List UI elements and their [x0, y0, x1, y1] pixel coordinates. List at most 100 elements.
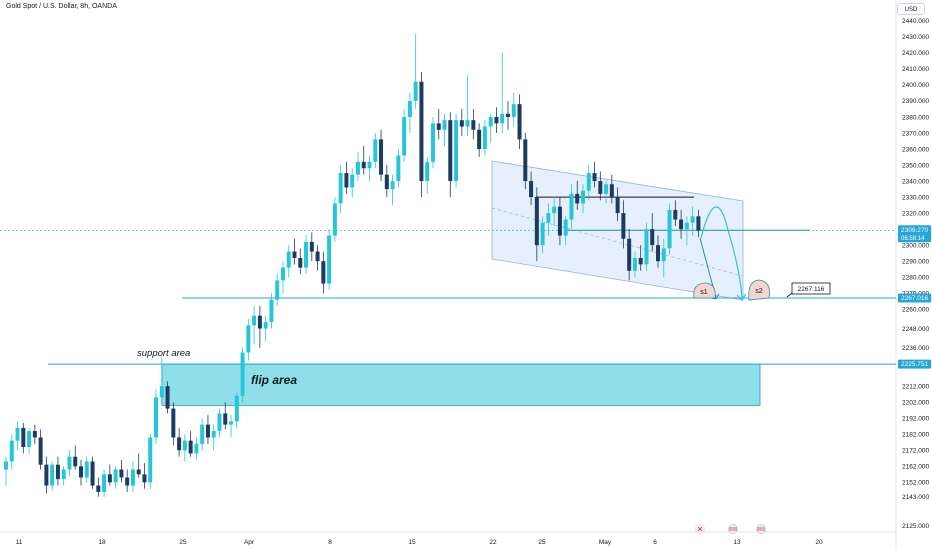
candle	[234, 392, 239, 428]
price-axis-labels: 2309.270 06:58:14 2267.016 2225.751	[898, 225, 931, 369]
candle	[500, 52, 505, 133]
price-tick-label: 2260.000	[902, 307, 929, 314]
candle-body	[430, 123, 435, 162]
candle-body	[304, 241, 309, 268]
candle-body	[505, 113, 510, 117]
candle-body	[234, 395, 239, 422]
candle	[9, 434, 14, 470]
candle-body	[292, 251, 297, 258]
candle-body	[546, 213, 551, 223]
price-tick-label: 2125.000	[902, 523, 929, 530]
candle-body	[650, 229, 655, 246]
candle	[200, 418, 205, 451]
price-tick-label: 2248.000	[902, 326, 929, 333]
candle	[430, 116, 435, 169]
candle	[471, 108, 476, 140]
candle-body	[84, 461, 89, 478]
candle	[90, 456, 95, 489]
candle	[505, 100, 510, 130]
candle	[21, 423, 26, 454]
price-tick-label: 2172.000	[902, 448, 929, 455]
time-tick-label: 8	[328, 539, 332, 546]
price-tick-label: 2400.000	[902, 82, 929, 89]
candle	[50, 461, 55, 491]
candle	[217, 408, 222, 438]
candle	[419, 72, 424, 198]
candle-body	[615, 197, 620, 214]
us-flag-event-icon	[756, 524, 766, 534]
candle-body	[223, 413, 228, 425]
candle-body	[523, 139, 528, 182]
candle-body	[148, 437, 153, 483]
candle	[252, 306, 257, 345]
candle	[465, 75, 470, 137]
price-tick-label: 2360.000	[902, 146, 929, 153]
candle-body	[321, 261, 326, 284]
price-tick-label: 2320.000	[902, 210, 929, 217]
candle	[569, 184, 574, 230]
candle-body	[667, 209, 672, 249]
candle	[581, 184, 585, 214]
candle-body	[477, 129, 482, 150]
candle-body	[229, 421, 234, 425]
candle-body	[425, 161, 430, 182]
candle-body	[327, 235, 332, 284]
candle-body	[563, 219, 568, 236]
price-tick-label: 2182.000	[902, 432, 929, 439]
candle-body	[471, 120, 476, 130]
candle	[338, 165, 343, 214]
price-marker: 2225.751	[898, 359, 931, 369]
candle	[361, 145, 366, 175]
time-tick-label: 18	[98, 539, 106, 546]
candle	[292, 238, 297, 265]
candle-body	[188, 440, 193, 454]
candle-body	[696, 216, 701, 231]
candle	[125, 469, 130, 492]
s1-bubble: s1	[693, 282, 716, 299]
price-marker-value: 2309.270	[901, 227, 928, 234]
candle-body	[119, 469, 124, 478]
candle	[592, 161, 597, 188]
candle-body	[21, 427, 26, 448]
candle-body	[240, 352, 245, 396]
candle-body	[79, 466, 84, 478]
candle	[188, 431, 193, 457]
candle	[563, 216, 568, 246]
candle	[621, 200, 626, 249]
candle-body	[390, 181, 395, 190]
candle	[44, 456, 49, 494]
support-area-label: support area	[137, 348, 190, 359]
flip-area-label: flip area	[251, 373, 297, 387]
candle	[454, 113, 459, 188]
candle-body	[344, 173, 349, 188]
candle	[96, 477, 101, 497]
candle	[355, 152, 360, 182]
candle	[598, 171, 603, 201]
price-marker-countdown: 06:58:14	[901, 236, 925, 242]
candle	[142, 463, 147, 489]
candle-body	[200, 424, 205, 444]
candle	[673, 200, 678, 226]
candle	[373, 132, 378, 169]
candle-body	[125, 477, 130, 486]
candle	[534, 187, 539, 262]
chart-title: Gold Spot / U.S. Dollar, 8h, OANDA	[6, 3, 117, 10]
time-tick-label: 11	[16, 539, 23, 546]
candle-body	[263, 322, 268, 329]
candle	[73, 445, 78, 470]
candle	[477, 123, 482, 158]
price-tick-label: 2202.000	[902, 400, 929, 407]
candle	[523, 132, 528, 190]
price-tick-label: 2390.000	[902, 98, 929, 105]
price-tick-label: 2440.000	[902, 18, 929, 25]
currency-selector[interactable]: USD	[897, 3, 925, 15]
candle-body	[205, 424, 210, 438]
candle-body	[586, 173, 591, 191]
time-tick-label: 25	[179, 539, 187, 546]
candle	[84, 456, 89, 483]
candle	[650, 213, 655, 252]
candle-body	[661, 248, 666, 262]
candle	[27, 427, 32, 454]
candle-body	[436, 123, 441, 130]
